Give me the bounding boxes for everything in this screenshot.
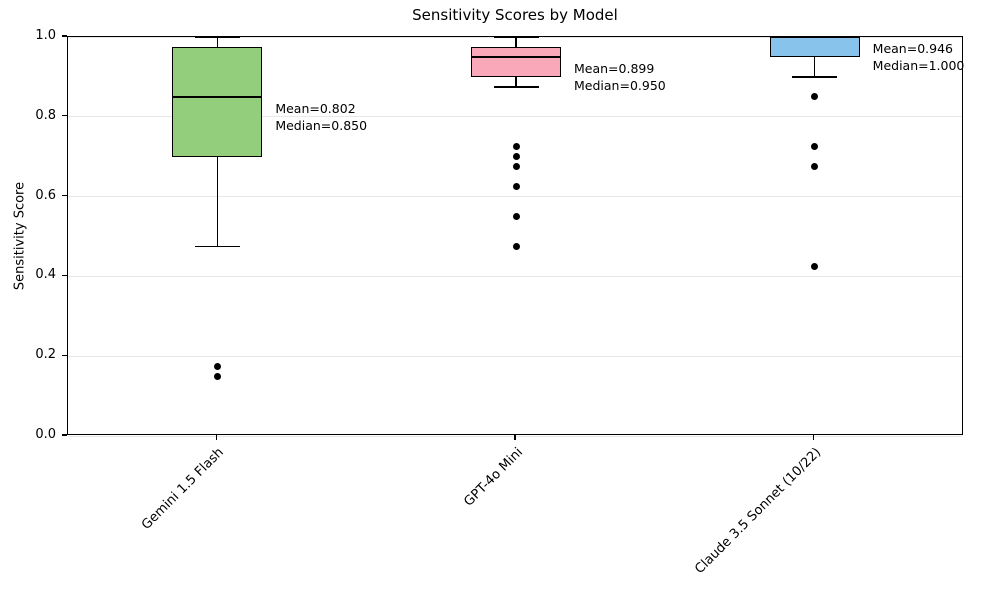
upper-whisker <box>515 37 517 47</box>
y-tick-label: 0.4 <box>35 267 56 283</box>
outlier-point <box>213 372 221 380</box>
y-tick-mark <box>62 274 67 276</box>
lower-whisker-cap <box>792 76 838 78</box>
mean-label: Mean=0.899 <box>574 60 655 76</box>
median-line <box>769 36 860 38</box>
y-tick-label: 0.8 <box>35 107 56 123</box>
y-tick-mark <box>62 195 67 197</box>
median-label: Median=0.950 <box>574 77 666 93</box>
x-tick-label: Claude 3.5 Sonnet (10/22) <box>692 445 825 577</box>
upper-whisker <box>216 37 219 47</box>
x-tick-mark <box>813 435 815 440</box>
y-gridline <box>68 196 962 198</box>
chart-title: Sensitivity Scores by Model <box>412 6 618 24</box>
median-label: Median=0.850 <box>275 117 368 133</box>
outlier-point <box>811 143 819 151</box>
y-tick-label: 1.0 <box>35 28 56 43</box>
lower-whisker-cap <box>194 245 240 248</box>
y-gridline <box>68 116 962 118</box>
outlier-point <box>512 213 520 221</box>
x-tick-mark <box>215 435 217 440</box>
lower-whisker <box>216 156 219 247</box>
box-annotation: Mean=0.899 Median=0.950 <box>574 60 666 94</box>
upper-whisker-cap <box>493 36 539 38</box>
outlier-point <box>811 163 819 171</box>
x-tick-mark <box>514 435 516 440</box>
outlier-point <box>512 143 520 151</box>
box-1 <box>172 46 263 157</box>
median-line <box>471 56 561 58</box>
x-tick-label: GPT-4o Mini <box>460 445 526 510</box>
box-annotation: Mean=0.946 Median=1.000 <box>873 40 965 74</box>
outlier-point <box>811 262 819 270</box>
upper-whisker-cap <box>194 36 240 38</box>
y-tick-label: 0.0 <box>35 427 56 442</box>
outlier-point <box>512 153 520 161</box>
lower-whisker <box>515 76 517 87</box>
plot-area <box>67 36 963 437</box>
mean-label: Mean=0.946 <box>872 41 953 56</box>
y-tick-mark <box>62 35 67 37</box>
box-3 <box>769 37 860 57</box>
y-tick-label: 0.6 <box>35 187 56 203</box>
x-tick-label: Gemini 1.5 Flash <box>139 445 227 533</box>
y-tick-mark <box>62 115 67 117</box>
lower-whisker-cap <box>493 86 539 88</box>
box-annotation: Mean=0.802 Median=0.850 <box>275 100 367 134</box>
box-2 <box>471 46 561 77</box>
median-label: Median=1.000 <box>872 58 965 73</box>
y-gridline <box>68 355 962 357</box>
outlier-point <box>512 242 520 250</box>
y-tick-mark <box>62 434 67 436</box>
outlier-point <box>512 163 520 171</box>
y-gridline <box>68 275 962 277</box>
median-line <box>172 96 263 98</box>
y-tick-mark <box>62 354 67 356</box>
mean-label: Mean=0.802 <box>275 100 356 116</box>
y-tick-label: 0.2 <box>35 347 56 363</box>
outlier-point <box>811 93 819 101</box>
lower-whisker <box>813 56 816 77</box>
outlier-point <box>213 362 221 370</box>
outlier-point <box>512 183 520 191</box>
